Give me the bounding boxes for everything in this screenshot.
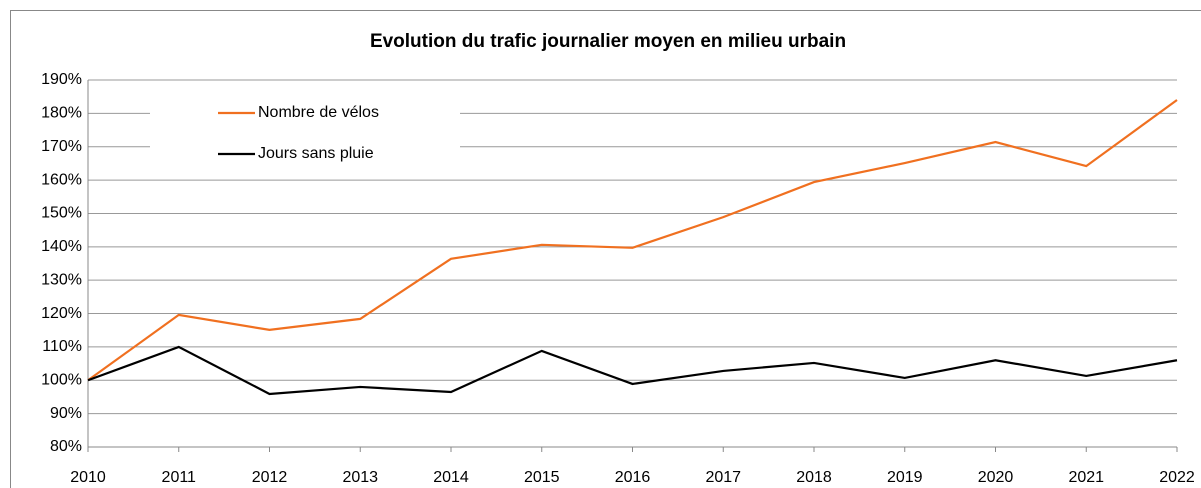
x-tick-label: 2016 [615, 469, 651, 486]
x-tick-label: 2015 [524, 469, 560, 486]
legend-label: Jours sans pluie [258, 145, 374, 162]
y-tick-label: 100% [41, 371, 82, 388]
x-tick-label: 2018 [796, 469, 832, 486]
legend-box [150, 93, 460, 173]
series-line [87, 99, 1178, 382]
y-tick-label: 110% [42, 338, 82, 355]
y-tick-label: 140% [41, 238, 82, 255]
y-tick-label: 170% [41, 138, 82, 155]
x-tick-label: 2022 [1159, 469, 1195, 486]
y-tick-label: 180% [41, 105, 82, 122]
x-tick-label: 2012 [252, 469, 288, 486]
y-tick-label: 80% [50, 438, 82, 455]
x-tick-label: 2011 [162, 469, 197, 486]
x-tick-label: 2013 [342, 469, 378, 486]
frame [10, 10, 1201, 488]
chart-title: Evolution du trafic journalier moyen en … [370, 31, 846, 52]
y-tick-label: 130% [41, 271, 82, 288]
y-tick-label: 90% [50, 405, 82, 422]
y-tick-label: 190% [41, 71, 82, 88]
x-tick-label: 2019 [887, 469, 923, 486]
y-tick-label: 150% [41, 205, 82, 222]
legend-label: Nombre de vélos [258, 104, 379, 121]
x-tick-label: 2021 [1068, 469, 1104, 486]
y-tick-label: 120% [41, 305, 82, 322]
x-tick-label: 2020 [978, 469, 1014, 486]
y-tick-label: 160% [41, 171, 82, 188]
x-tick-label: 2014 [433, 469, 469, 486]
x-tick-label: 2017 [705, 469, 741, 486]
x-tick-label: 2010 [70, 469, 106, 486]
series-line [87, 345, 1178, 396]
